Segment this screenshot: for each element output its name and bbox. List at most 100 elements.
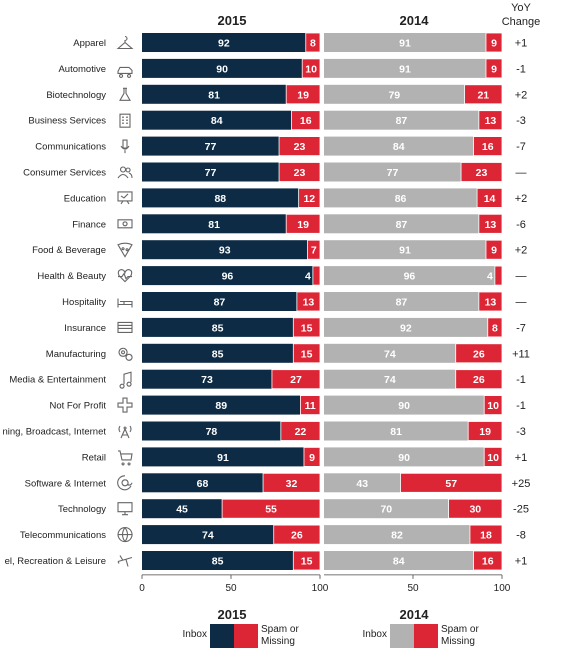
bar-2014-spam bbox=[494, 265, 503, 286]
at-sign-icon bbox=[117, 475, 133, 491]
industry-row: Automotive 90 10 91 9 -1 bbox=[58, 58, 526, 79]
chart-legend: 2015 2014 Inbox Spam or Missing Inbox Sp… bbox=[183, 607, 479, 648]
industry-label: Communications bbox=[35, 142, 106, 153]
bar-2015-spam bbox=[278, 136, 321, 157]
bed-icon bbox=[117, 298, 133, 308]
bar-label-2015-inbox: 90 bbox=[216, 63, 228, 75]
bar-2014-inbox bbox=[324, 292, 479, 311]
bar-label-2014-spam: 16 bbox=[482, 141, 494, 153]
bar-2015-spam bbox=[292, 317, 321, 338]
bar-2015-spam bbox=[307, 239, 321, 260]
bar-2015-inbox bbox=[142, 343, 294, 363]
bar-label-2014-inbox: 74 bbox=[384, 374, 396, 386]
bar-label-2015-inbox: 92 bbox=[218, 38, 230, 50]
monitor-icon bbox=[117, 502, 133, 516]
x-tick-label: 50 bbox=[225, 583, 237, 594]
bar-2014-spam bbox=[478, 291, 503, 312]
bar-2015-spam bbox=[291, 110, 321, 131]
bar-2014-inbox bbox=[324, 136, 474, 156]
industry-label: Telecommunications bbox=[20, 530, 106, 541]
bar-2015-spam bbox=[312, 265, 321, 286]
bar-label-2014-inbox: 91 bbox=[399, 38, 411, 50]
bar-label-2015-spam: 11 bbox=[305, 400, 316, 412]
bar-2015-spam bbox=[280, 421, 321, 441]
yoy-change-value: -6 bbox=[516, 219, 526, 231]
bar-label-2014-inbox: 90 bbox=[398, 400, 410, 412]
bar-label-2014-spam: 9 bbox=[491, 38, 497, 50]
bar-2015-inbox bbox=[142, 58, 303, 78]
bar-label-2014-inbox: 92 bbox=[400, 322, 412, 334]
bar-2014-inbox bbox=[324, 110, 479, 130]
bar-2015-inbox bbox=[142, 188, 299, 208]
bar-label-2014-spam: 8 bbox=[492, 322, 498, 334]
bar-label-2015-spam: 10 bbox=[305, 63, 317, 75]
bar-2014-inbox bbox=[324, 188, 478, 208]
bar-2015-spam bbox=[285, 84, 321, 105]
yoy-change-value: — bbox=[516, 271, 527, 283]
bar-label-2014-inbox: 77 bbox=[387, 167, 399, 179]
bar-label-2014-spam: 9 bbox=[491, 245, 497, 257]
bar-label-2015-spam: 55 bbox=[265, 504, 277, 516]
bar-2015-spam bbox=[292, 343, 321, 364]
industry-label: Insurance bbox=[64, 323, 106, 334]
industry-row: Biotechnology 81 19 79 21 +2 bbox=[46, 84, 527, 105]
bar-2015-inbox bbox=[142, 473, 264, 493]
bar-label-2014-inbox: 43 bbox=[356, 478, 368, 490]
building-icon bbox=[119, 113, 131, 128]
bar-label-2014-spam: 16 bbox=[482, 556, 494, 568]
bar-2014-inbox bbox=[324, 525, 470, 545]
yoy-change-value: +1 bbox=[515, 452, 528, 464]
banknote-icon bbox=[117, 219, 133, 229]
bar-label-2014-spam: 10 bbox=[487, 400, 499, 412]
yoy-change-value: -3 bbox=[516, 426, 526, 438]
bar-2015-spam bbox=[298, 187, 321, 208]
bar-2015-inbox bbox=[142, 214, 287, 234]
bar-label-2015-spam: 22 bbox=[295, 426, 307, 438]
bar-2015-inbox bbox=[142, 33, 306, 52]
legend-2015-inbox-swatch bbox=[210, 624, 234, 648]
music-note-icon bbox=[119, 371, 132, 389]
bar-2015-spam bbox=[305, 32, 321, 53]
bar-label-2014-spam: 13 bbox=[485, 297, 497, 309]
industry-row: Not For Profit 89 11 90 10 -1 bbox=[50, 395, 526, 416]
bar-label-2015-inbox: 81 bbox=[208, 219, 220, 231]
bar-2014-spam bbox=[473, 136, 503, 157]
bar-2014-inbox bbox=[324, 266, 495, 286]
bar-2015-inbox bbox=[142, 551, 294, 570]
x-axes: 0 50 100 50 100 bbox=[139, 574, 511, 594]
bar-label-2015-spam: 8 bbox=[310, 38, 316, 50]
industry-label: Education bbox=[64, 193, 106, 204]
industry-row: Food & Beverage 93 7 91 9 +2 bbox=[32, 239, 527, 260]
industry-label: Not For Profit bbox=[50, 401, 107, 412]
legend-2015-spam-swatch bbox=[234, 624, 258, 648]
yoy-change-value: +11 bbox=[512, 348, 530, 360]
bar-label-2015-spam: 12 bbox=[303, 193, 315, 205]
bar-2015-inbox bbox=[142, 136, 280, 156]
bar-2015-inbox bbox=[142, 240, 308, 260]
yoy-change-value: -25 bbox=[513, 504, 529, 516]
industry-label: Media & Entertainment bbox=[9, 375, 106, 386]
bar-2015-spam bbox=[271, 369, 321, 390]
bar-label-2014-inbox: 90 bbox=[398, 452, 410, 464]
bar-2014-inbox bbox=[324, 421, 469, 441]
bar-label-2014-inbox: 79 bbox=[388, 89, 400, 101]
bar-label-2014-inbox: 82 bbox=[391, 530, 403, 542]
bar-label-2015-spam: 19 bbox=[297, 89, 309, 101]
bar-label-2015-inbox: 88 bbox=[214, 193, 226, 205]
bar-2014-spam bbox=[483, 395, 503, 416]
bar-label-2015-spam: 26 bbox=[291, 530, 303, 542]
bar-2015-inbox bbox=[142, 266, 313, 286]
industry-label: Technology bbox=[58, 504, 106, 515]
bar-2015-spam bbox=[221, 498, 321, 519]
yoy-change-value: -3 bbox=[516, 115, 526, 127]
chalkboard-icon bbox=[117, 191, 133, 205]
industry-row: Communications 77 23 84 16 -7 bbox=[35, 136, 526, 157]
industry-row: el, Recreation & Leisure 85 15 84 16 +1 bbox=[5, 550, 527, 571]
bar-2015-spam bbox=[285, 213, 321, 234]
yoy-change-value: -1 bbox=[516, 400, 526, 412]
bar-label-2014-spam: 10 bbox=[487, 452, 499, 464]
bar-label-2015-inbox: 78 bbox=[206, 426, 218, 438]
bar-2015-spam bbox=[303, 446, 321, 467]
bar-label-2014-inbox: 91 bbox=[399, 63, 411, 75]
bar-label-2015-inbox: 93 bbox=[219, 245, 231, 257]
